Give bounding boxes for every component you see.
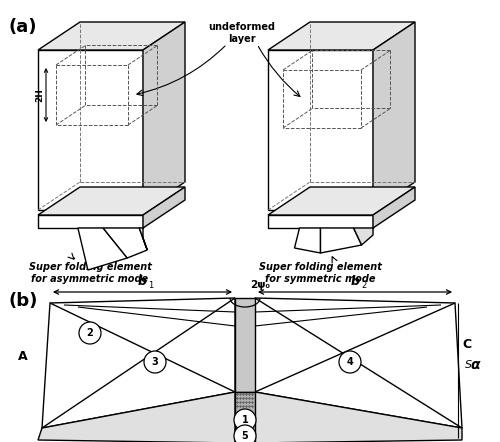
Polygon shape bbox=[42, 298, 235, 428]
Polygon shape bbox=[354, 228, 373, 245]
Text: 4: 4 bbox=[346, 357, 354, 367]
Circle shape bbox=[234, 409, 256, 431]
Polygon shape bbox=[255, 298, 462, 428]
Text: b: b bbox=[138, 275, 146, 288]
Circle shape bbox=[79, 322, 101, 344]
Text: 5: 5 bbox=[242, 431, 248, 441]
Polygon shape bbox=[103, 228, 147, 258]
Text: C: C bbox=[462, 339, 471, 351]
Polygon shape bbox=[143, 22, 185, 210]
Text: 3: 3 bbox=[152, 357, 158, 367]
Polygon shape bbox=[268, 50, 373, 210]
Polygon shape bbox=[139, 228, 147, 250]
Text: A: A bbox=[18, 351, 28, 363]
Text: α: α bbox=[470, 358, 480, 372]
Circle shape bbox=[144, 351, 166, 373]
Text: (b): (b) bbox=[8, 292, 38, 310]
Polygon shape bbox=[38, 50, 143, 210]
Text: S: S bbox=[465, 360, 472, 370]
Polygon shape bbox=[294, 228, 320, 253]
Polygon shape bbox=[268, 215, 373, 228]
Polygon shape bbox=[320, 228, 362, 253]
Circle shape bbox=[234, 425, 256, 442]
Polygon shape bbox=[38, 22, 185, 50]
Polygon shape bbox=[38, 187, 185, 215]
Text: undeformed
layer: undeformed layer bbox=[208, 22, 276, 44]
Polygon shape bbox=[373, 187, 415, 228]
Text: Super folding element
for asymmetric mode: Super folding element for asymmetric mod… bbox=[28, 262, 152, 284]
Text: 1: 1 bbox=[242, 415, 248, 425]
Polygon shape bbox=[78, 228, 127, 270]
Polygon shape bbox=[38, 215, 143, 228]
Polygon shape bbox=[235, 392, 255, 442]
Text: 2: 2 bbox=[86, 328, 94, 338]
Polygon shape bbox=[255, 392, 462, 442]
Polygon shape bbox=[268, 187, 415, 215]
Circle shape bbox=[339, 351, 361, 373]
Text: 2H: 2H bbox=[36, 88, 44, 102]
Polygon shape bbox=[268, 22, 415, 50]
Polygon shape bbox=[38, 392, 235, 442]
Text: Super folding element
for symmetric mode: Super folding element for symmetric mode bbox=[258, 262, 382, 284]
Polygon shape bbox=[373, 22, 415, 210]
Polygon shape bbox=[143, 187, 185, 228]
Polygon shape bbox=[235, 298, 255, 392]
Text: (a): (a) bbox=[8, 18, 36, 36]
Text: 2ψ₀: 2ψ₀ bbox=[250, 280, 270, 290]
Text: b: b bbox=[350, 275, 360, 288]
Text: 2: 2 bbox=[361, 281, 366, 290]
Text: 1: 1 bbox=[148, 281, 153, 290]
